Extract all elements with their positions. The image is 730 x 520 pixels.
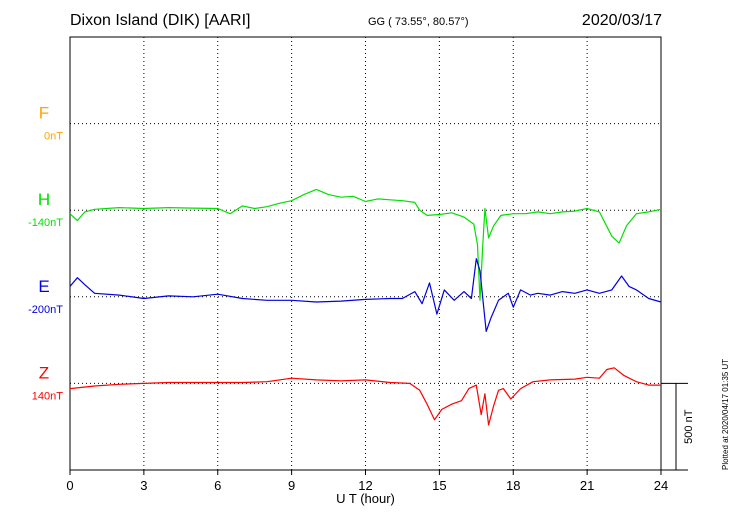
x-tick-label: 21 bbox=[580, 478, 594, 493]
channel-letter-z: Z bbox=[39, 363, 49, 382]
plotted-timestamp: Plotted at 2020/04/17 01:35 UT bbox=[721, 358, 730, 470]
station-title: Dixon Island (DIK) [AARI] bbox=[70, 12, 251, 29]
x-axis-label: U T (hour) bbox=[336, 491, 395, 506]
x-tick-label: 3 bbox=[140, 478, 147, 493]
series-line-z bbox=[69, 367, 661, 426]
series-line-e bbox=[69, 258, 662, 332]
x-tick-label: 6 bbox=[214, 478, 221, 493]
channel-letter-e: E bbox=[38, 277, 49, 296]
x-tick-label: 0 bbox=[66, 478, 73, 493]
date-label: 2020/03/17 bbox=[581, 12, 662, 29]
channel-baseline-h: -140nT bbox=[28, 217, 63, 229]
scale-bar-label: 500 nT bbox=[683, 409, 695, 444]
channel-letter-h: H bbox=[38, 190, 50, 209]
channel-baseline-f: 0nT bbox=[44, 131, 63, 143]
x-tick-label: 18 bbox=[506, 478, 520, 493]
x-tick-label: 15 bbox=[432, 478, 446, 493]
channel-letter-f: F bbox=[39, 104, 49, 123]
series-line-h bbox=[69, 188, 662, 301]
channel-baseline-z: 140nT bbox=[32, 390, 63, 402]
x-tick-label: 24 bbox=[654, 478, 668, 493]
channel-baseline-e: -200nT bbox=[28, 304, 63, 316]
x-tick-label: 9 bbox=[288, 478, 295, 493]
geographic-coordinates: GG ( 73.55°, 80.57°) bbox=[368, 16, 469, 28]
x-tick-label: 12 bbox=[358, 478, 372, 493]
